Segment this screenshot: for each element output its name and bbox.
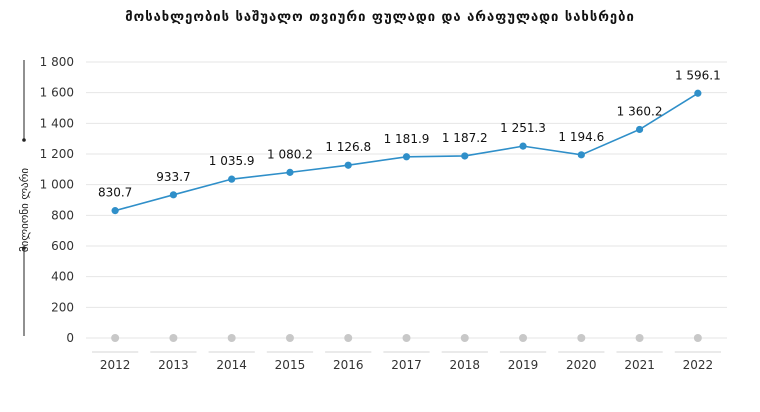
data-label: 1 080.2 (267, 147, 313, 161)
baseline-marker (169, 334, 178, 342)
y-tick-label: 600 (51, 239, 74, 253)
x-tick-label: 2017 (391, 358, 422, 372)
data-label: 933.7 (156, 170, 190, 184)
data-point (402, 153, 411, 161)
y-axis-arrow-dot (22, 138, 26, 142)
baseline-marker (693, 334, 702, 342)
y-tick-label: 1 800 (40, 55, 74, 69)
data-label: 1 596.1 (675, 68, 721, 82)
data-point (577, 151, 585, 159)
data-point (635, 125, 644, 134)
baseline-marker (227, 334, 236, 342)
y-tick-label: 1 400 (40, 116, 74, 130)
y-tick-label: 400 (51, 270, 74, 284)
data-label: 1 126.8 (325, 140, 371, 154)
y-tick-label: 0 (66, 331, 74, 345)
baseline-marker (577, 334, 586, 342)
data-label: 1 194.6 (558, 130, 604, 144)
series-line (114, 92, 699, 212)
data-label: 830.7 (98, 186, 132, 200)
data-label: 1 251.3 (500, 121, 546, 135)
data-labels: 830.7 933.7 1 035.9 1 080.2 1 126.8 1 181.9 1 … (98, 68, 721, 199)
y-tick-labels: 0 200 400 600 800 1 000 1 200 1 400 1 600 1 800 (40, 55, 74, 345)
y-tick-label: 1 600 (40, 86, 74, 100)
x-tick-label: 2018 (449, 358, 480, 372)
y-tick-label: 800 (51, 208, 74, 222)
x-tick-labels: 2012 2013 2014 2015 2016 2017 2018 2019 2020 2021… (92, 334, 721, 372)
baseline-marker (344, 334, 353, 342)
data-label: 1 187.2 (442, 131, 488, 145)
x-tick-label: 2014 (216, 358, 247, 372)
x-tick-label: 2021 (624, 358, 655, 372)
data-label: 1 181.9 (384, 132, 430, 146)
x-tick-label: 2022 (683, 358, 714, 372)
series-line-path (114, 92, 699, 212)
baseline-marker (635, 334, 644, 342)
x-tick-label: 2016 (333, 358, 364, 372)
y-axis-label: მილიონი ლარი (18, 168, 31, 252)
y-tick-label: 200 (51, 300, 74, 314)
data-point (344, 161, 352, 169)
y-tick-label: 1 000 (40, 178, 74, 192)
data-point (519, 142, 527, 150)
series-points (111, 89, 702, 215)
y-tick-label: 1 200 (40, 147, 74, 161)
data-point (169, 191, 178, 199)
chart-title: მოსახლეობის საშუალო თვიური ფულადი და არა… (125, 10, 635, 25)
x-tick-label: 2012 (100, 358, 131, 372)
x-tick-label: 2019 (508, 358, 539, 372)
x-tick-label: 2013 (158, 358, 189, 372)
x-tick-label: 2020 (566, 358, 597, 372)
baseline-marker (402, 334, 411, 342)
data-label: 1 035.9 (209, 154, 255, 168)
data-point (111, 207, 119, 215)
x-tick-label: 2015 (275, 358, 306, 372)
baseline-marker (460, 334, 469, 342)
baseline-marker (111, 334, 120, 342)
y-axis-title: მილიონი ლარი (18, 60, 31, 336)
data-label: 1 360.2 (617, 104, 663, 118)
baseline-marker (285, 334, 294, 342)
data-point (694, 89, 702, 97)
data-point (228, 175, 236, 183)
baseline-marker (519, 334, 528, 342)
grid-lines (86, 61, 727, 339)
data-point (286, 168, 294, 176)
data-point (461, 152, 469, 160)
y-axis-arrow-dot (22, 246, 26, 250)
